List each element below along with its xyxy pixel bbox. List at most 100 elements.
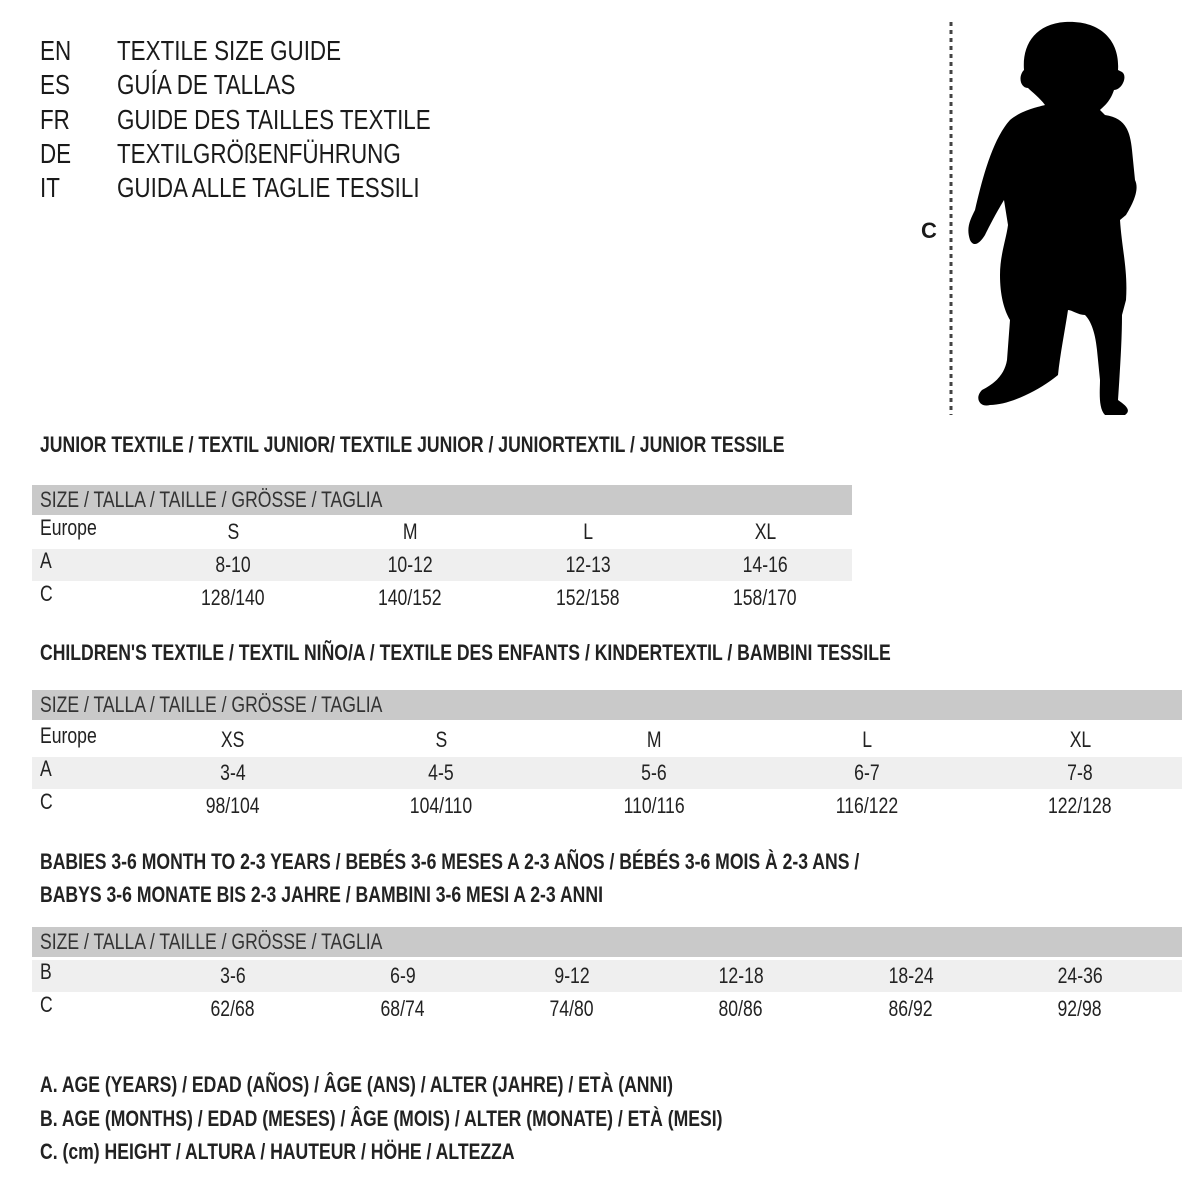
table-cell-text: 24-36	[1057, 963, 1103, 988]
table-cell-text: 104/110	[409, 793, 473, 818]
table-cell: 80/86	[661, 993, 821, 1025]
table-cell: 14-16	[685, 549, 845, 581]
row-label: C	[40, 989, 56, 1021]
table-cell: 3-6	[153, 960, 313, 992]
legend-line: C. (cm) HEIGHT / ALTURA / HAUTEUR / HÖHE…	[40, 1137, 633, 1167]
table-cell: 128/140	[153, 582, 313, 614]
table-cell-text: 62/68	[210, 996, 256, 1021]
table-row: C 62/68 68/74 74/80 80/86 86/92 92/98	[32, 992, 1182, 1025]
table-cell-text: L	[583, 519, 593, 544]
table-heading: JUNIOR TEXTILE / TEXTIL JUNIOR/ TEXTILE …	[40, 431, 971, 459]
guide-title-text: GUÍA DE TALLAS	[117, 69, 296, 101]
table-cell: 92/98	[1000, 993, 1160, 1025]
row-label: A	[40, 545, 55, 577]
table-cell: 12-13	[508, 549, 668, 581]
legend-text: A. AGE (YEARS) / EDAD (AÑOS) / ÂGE (ANS)…	[40, 1072, 673, 1097]
guide-title-text: GUIDE DES TAILLES TEXTILE	[117, 103, 431, 135]
table-cell: 98/104	[153, 790, 313, 822]
legend-line: A. AGE (YEARS) / EDAD (AÑOS) / ÂGE (ANS)…	[40, 1070, 831, 1100]
row-label: C	[40, 786, 56, 818]
language-code: DE	[40, 137, 79, 171]
guide-title: TEXTILE SIZE GUIDE	[117, 34, 397, 68]
table-cell: M	[330, 516, 490, 548]
table-cell-text: L	[862, 727, 872, 752]
table-cell-text: 140/152	[378, 585, 442, 610]
table-cell: 104/110	[361, 790, 521, 822]
table-header-text: SIZE / TALLA / TAILLE / GRÖSSE / TAGLIA	[40, 487, 383, 512]
table-cell-text: XL	[1069, 727, 1091, 752]
table-cell-text: 152/158	[556, 585, 620, 610]
table-cell: 18-24	[831, 960, 991, 992]
table-cell-text: XS	[221, 727, 245, 752]
table-cell-text: 9-12	[554, 963, 590, 988]
table-cell: 140/152	[330, 582, 490, 614]
row-label: Europe	[40, 720, 111, 752]
language-code-text: ES	[40, 69, 70, 101]
table-header-text: SIZE / TALLA / TAILLE / GRÖSSE / TAGLIA	[40, 929, 383, 954]
language-code: EN	[40, 34, 79, 68]
table-cell-text: 6-9	[390, 963, 416, 988]
table-cell: 110/116	[574, 790, 734, 822]
table-cell: XL	[685, 516, 845, 548]
table-cell: 122/128	[1000, 790, 1160, 822]
table-header-row: SIZE / TALLA / TAILLE / GRÖSSE / TAGLIA	[32, 485, 852, 515]
table-heading-text: BABIES 3-6 MONTH TO 2-3 YEARS / BEBÉS 3-…	[40, 849, 860, 874]
table-cell-text: 80/86	[718, 996, 764, 1021]
table-cell-text: M	[646, 727, 662, 752]
table-cell-text: 4-5	[428, 760, 454, 785]
table-cell: 6-7	[787, 757, 947, 789]
table-cell: M	[574, 724, 734, 756]
table-cell: 7-8	[1000, 757, 1160, 789]
table-cell: 68/74	[323, 993, 483, 1025]
guide-title: GUIDA ALLE TAGLIE TESSILI	[117, 171, 495, 205]
table-cell-text: 14-16	[742, 552, 788, 577]
table-cell-text: S	[435, 727, 447, 752]
guide-title: TEXTILGRÖßENFÜHRUNG	[117, 137, 472, 171]
table-cell: 86/92	[831, 993, 991, 1025]
table-cell-text: 98/104	[206, 793, 260, 818]
row-label: C	[40, 578, 56, 610]
table-cell-text: 116/122	[835, 793, 899, 818]
guide-title: GUIDE DES TAILLES TEXTILE	[117, 103, 509, 137]
table-row: A 8-10 10-12 12-13 14-16	[32, 548, 852, 581]
legend-line: B. AGE (MONTHS) / EDAD (MESES) / ÂGE (MO…	[40, 1104, 893, 1134]
legend-text: B. AGE (MONTHS) / EDAD (MESES) / ÂGE (MO…	[40, 1105, 723, 1131]
table-cell: 116/122	[787, 790, 947, 822]
row-label-text: C	[40, 581, 53, 606]
table-cell-text: 12-18	[718, 963, 764, 988]
row-label: A	[40, 753, 55, 785]
table-heading: CHILDREN'S TEXTILE / TEXTIL NIÑO/A / TEX…	[40, 639, 1103, 667]
table-row: Europe XS S M L XL	[32, 723, 1182, 756]
table-row: A 3-4 4-5 5-6 6-7 7-8	[32, 756, 1182, 789]
table-cell-text: 7-8	[1067, 760, 1093, 785]
table-cell: 24-36	[1000, 960, 1160, 992]
table-cell-text: 10-12	[387, 552, 433, 577]
table-cell: 9-12	[492, 960, 652, 992]
table-cell: S	[153, 516, 313, 548]
table-cell: L	[787, 724, 947, 756]
row-label-text: Europe	[40, 723, 97, 748]
row-label-text: C	[40, 992, 53, 1017]
table-cell: 5-6	[574, 757, 734, 789]
table-cell: S	[361, 724, 521, 756]
table-header-row: SIZE / TALLA / TAILLE / GRÖSSE / TAGLIA	[32, 690, 1182, 720]
table-cell: 74/80	[492, 993, 652, 1025]
table-cell-text: 110/116	[623, 793, 685, 818]
table-cell-text: 68/74	[380, 996, 426, 1021]
table-heading: BABYS 3-6 MONATE BIS 2-3 JAHRE / BAMBINI…	[40, 881, 744, 909]
language-code: ES	[40, 68, 77, 102]
table-cell-text: M	[402, 519, 418, 544]
table-cell-text: 158/170	[733, 585, 797, 610]
child-silhouette-icon	[949, 21, 1137, 415]
table-cell: 8-10	[153, 549, 313, 581]
table-heading: BABIES 3-6 MONTH TO 2-3 YEARS / BEBÉS 3-…	[40, 848, 1064, 876]
table-cell-text: 86/92	[888, 996, 934, 1021]
table-cell: 10-12	[330, 549, 490, 581]
table-row: B 3-6 6-9 9-12 12-18 18-24 24-36	[32, 959, 1182, 992]
row-label-text: C	[40, 789, 53, 814]
table-cell: 12-18	[661, 960, 821, 992]
table-cell-text: 6-7	[854, 760, 880, 785]
table-cell: 152/158	[508, 582, 668, 614]
table-cell-text: 128/140	[201, 585, 265, 610]
row-label-text: B	[40, 959, 52, 984]
